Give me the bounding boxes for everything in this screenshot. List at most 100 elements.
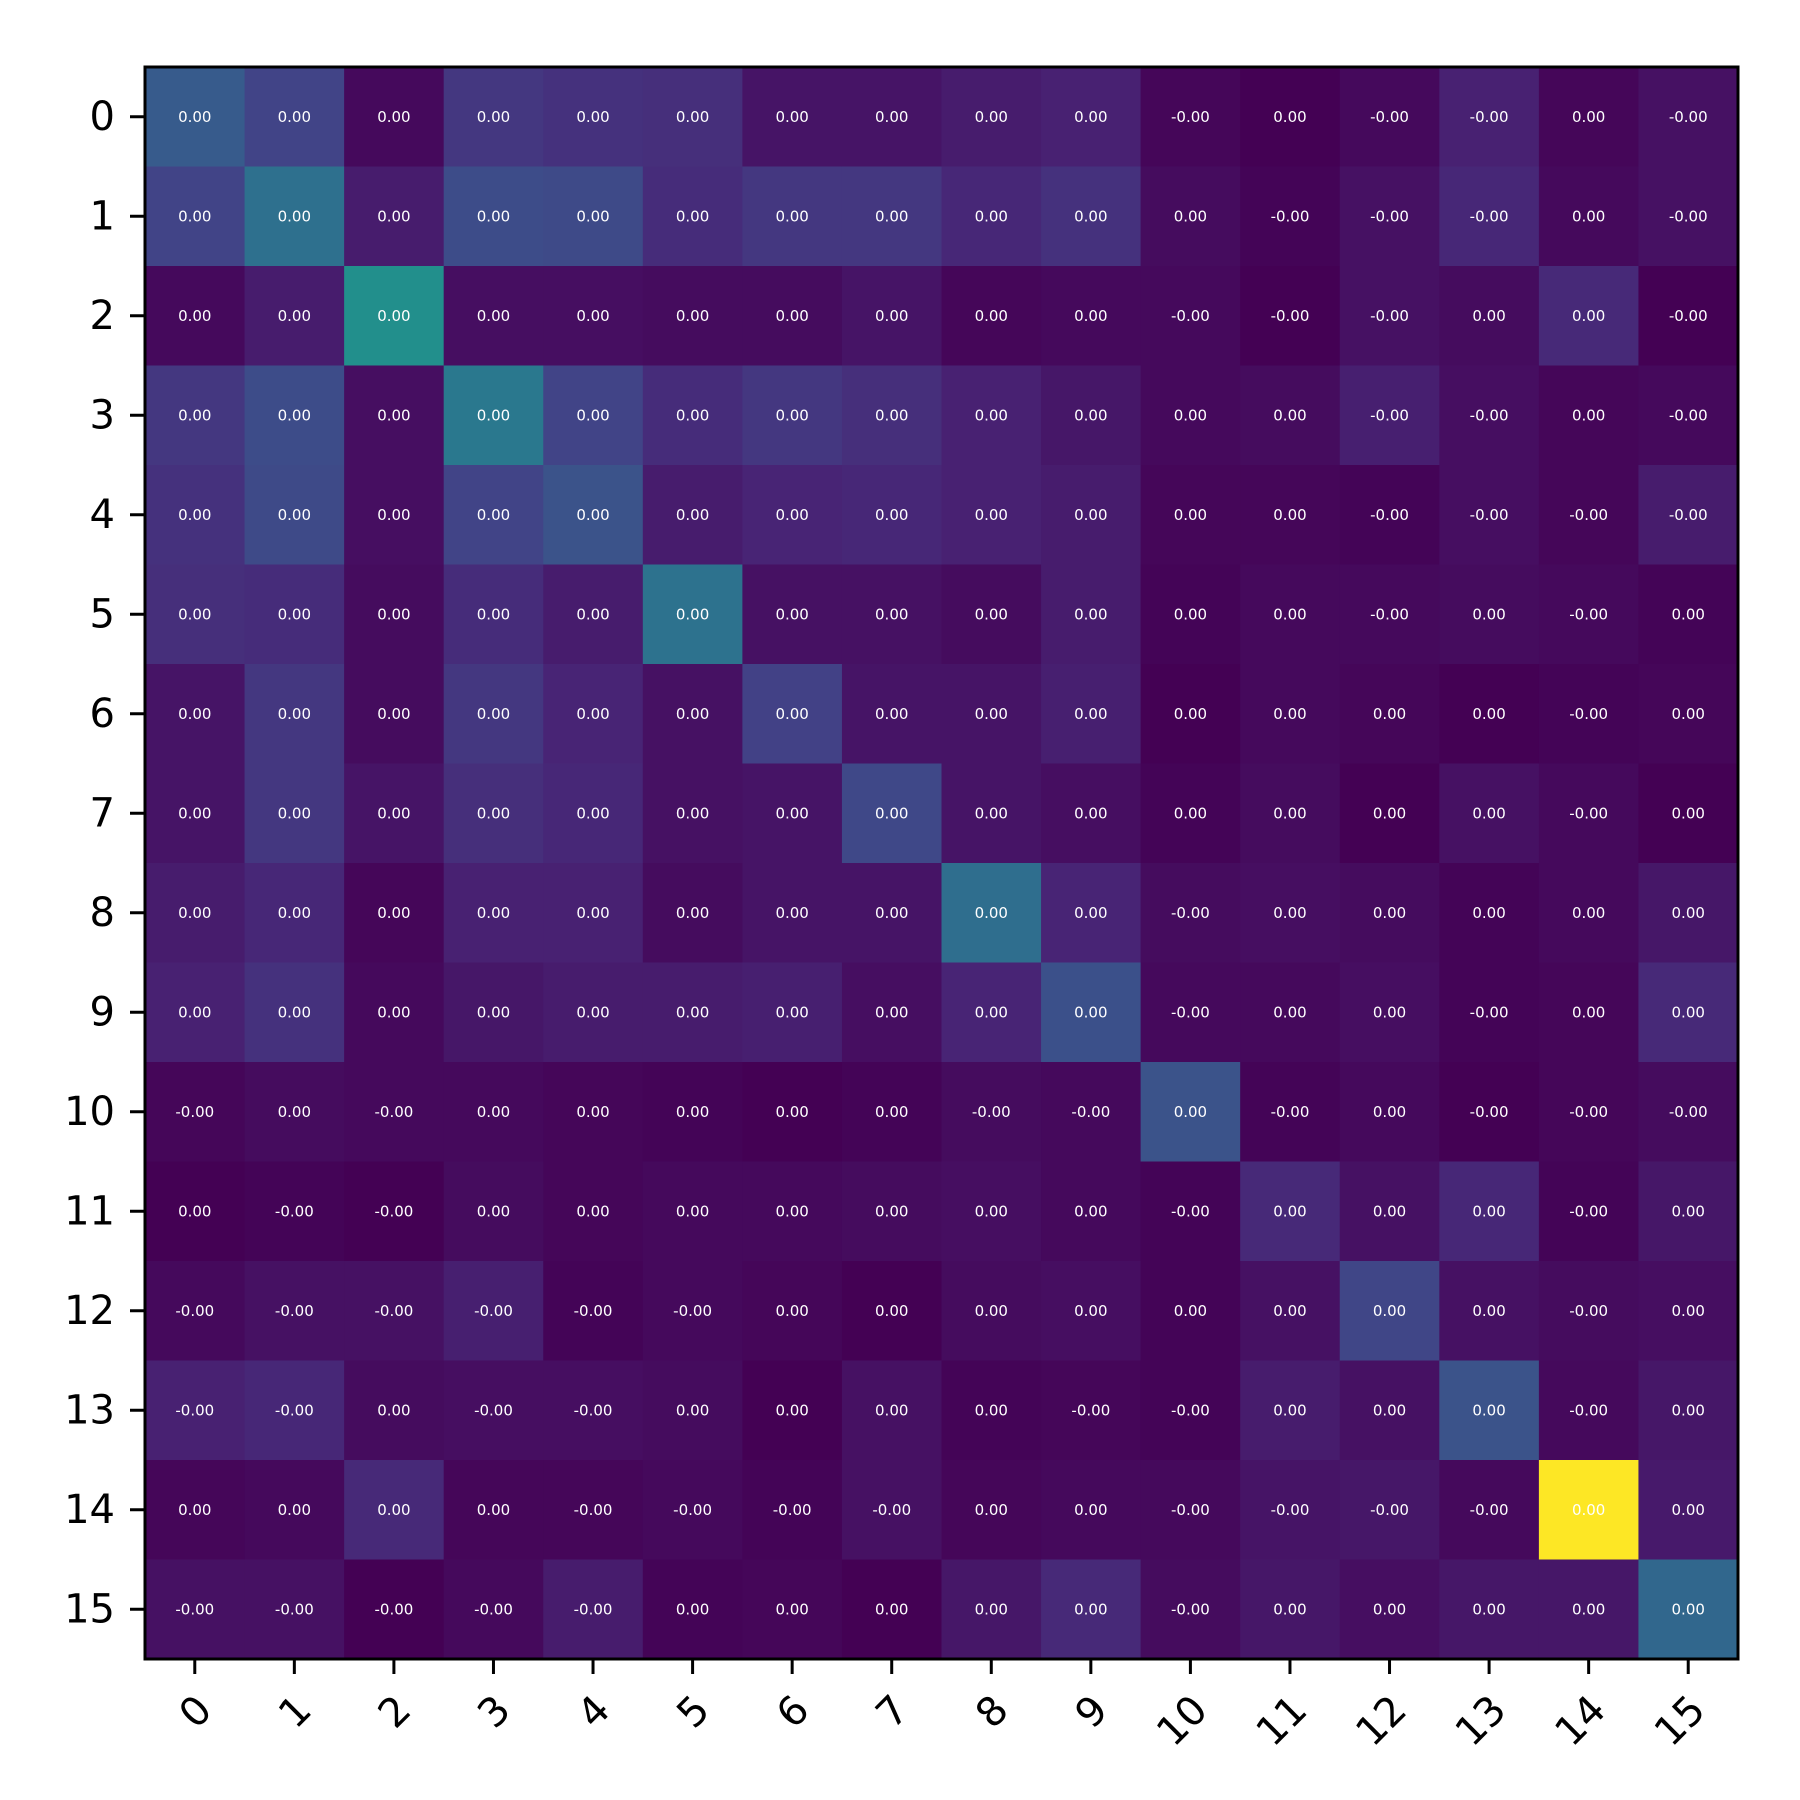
heatmap-cell — [145, 1360, 246, 1461]
cell-value-label: 0.00 — [975, 904, 1008, 922]
cell-value-label: 0.00 — [1572, 108, 1605, 126]
cell-value-label: 0.00 — [278, 605, 311, 623]
heatmap-cell — [941, 465, 1042, 566]
cell-value-label: -0.00 — [1370, 605, 1409, 623]
x-tick-label: 6 — [768, 1687, 819, 1738]
heatmap-cell — [145, 67, 246, 168]
heatmap-cell — [841, 763, 943, 864]
cell-value-label: 0.00 — [775, 804, 808, 822]
heatmap-cell — [1638, 564, 1739, 665]
cell-value-label: 0.00 — [377, 307, 410, 325]
cell-value-label: 0.00 — [377, 904, 410, 922]
cell-value-label: 0.00 — [278, 804, 311, 822]
cell-value-label: 0.00 — [1273, 506, 1306, 524]
cell-value-label: 0.00 — [278, 705, 311, 723]
heatmap-cell — [244, 67, 345, 168]
cell-value-label: 0.00 — [1174, 1302, 1207, 1320]
heatmap-cell — [1140, 962, 1241, 1063]
cell-value-label: 0.00 — [1472, 605, 1505, 623]
heatmap-cell — [1339, 1559, 1440, 1660]
cell-value-label: -0.00 — [1271, 1103, 1310, 1121]
cell-value-label: 0.00 — [1273, 804, 1306, 822]
heatmap-cell — [1638, 1062, 1739, 1163]
heatmap-cell — [1041, 863, 1142, 964]
heatmap-cell — [1339, 465, 1440, 566]
heatmap-cell — [244, 664, 345, 765]
cell-value-label: -0.00 — [1171, 307, 1210, 325]
cell-value-label: 0.00 — [576, 207, 609, 225]
heatmap-cell — [443, 1062, 544, 1163]
heatmap-cell — [543, 1062, 644, 1163]
heatmap-cell — [244, 1460, 345, 1561]
heatmap-cell — [841, 166, 943, 267]
cell-value-label: -0.00 — [1669, 108, 1708, 126]
heatmap-cell — [443, 1261, 544, 1362]
heatmap-cell — [344, 1261, 445, 1362]
heatmap-cell — [1140, 763, 1241, 864]
heatmap-cell — [642, 1261, 743, 1362]
cell-value-label: 0.00 — [975, 207, 1008, 225]
heatmap-cell — [344, 465, 445, 566]
cell-value-label: 0.00 — [477, 307, 510, 325]
heatmap-cell — [443, 564, 544, 665]
cell-value-label: 0.00 — [576, 406, 609, 424]
cell-value-label: -0.00 — [1271, 307, 1310, 325]
cell-value-label: 0.00 — [178, 705, 211, 723]
y-tick-label: 2 — [90, 293, 115, 339]
cell-value-label: -0.00 — [1569, 1401, 1608, 1419]
heatmap-cell — [1638, 863, 1739, 964]
heatmap-cell — [543, 763, 644, 864]
cell-value-label: 0.00 — [1174, 705, 1207, 723]
cell-value-label: 0.00 — [1572, 1003, 1605, 1021]
cell-value-label: 0.00 — [875, 1003, 908, 1021]
cell-value-label: 0.00 — [1373, 904, 1406, 922]
cell-value-label: -0.00 — [1669, 1103, 1708, 1121]
cell-value-label: 0.00 — [676, 804, 709, 822]
cell-value-label: 0.00 — [676, 108, 709, 126]
heatmap-cell — [1339, 1261, 1440, 1362]
heatmap-cell — [1140, 67, 1241, 168]
heatmap-cell — [443, 67, 544, 168]
cell-value-label: 0.00 — [477, 207, 510, 225]
heatmap-cell — [244, 1161, 345, 1262]
cell-value-label: -0.00 — [474, 1302, 513, 1320]
cell-value-label: 0.00 — [975, 506, 1008, 524]
heatmap-cell — [1538, 67, 1640, 168]
heatmap-cell — [443, 863, 544, 964]
cell-value-label: -0.00 — [1171, 1202, 1210, 1220]
cell-value-label: -0.00 — [175, 1401, 214, 1419]
heatmap-cell — [145, 465, 246, 566]
cell-value-label: -0.00 — [1569, 1302, 1608, 1320]
heatmap-cell — [1240, 863, 1341, 964]
cell-value-label: 0.00 — [676, 207, 709, 225]
heatmap-cell — [841, 1161, 943, 1262]
cell-value-label: -0.00 — [1271, 207, 1310, 225]
heatmap-cell — [1140, 1460, 1241, 1561]
x-tick-label: 7 — [867, 1687, 918, 1738]
heatmap-cell — [642, 266, 743, 367]
heatmap-cell — [543, 365, 644, 466]
heatmap-cell — [642, 1460, 743, 1561]
heatmap-cell — [941, 763, 1042, 864]
cell-value-label: 0.00 — [377, 705, 410, 723]
cell-value-label: 0.00 — [377, 108, 410, 126]
y-tick-label: 15 — [64, 1586, 115, 1632]
cell-value-label: 0.00 — [1074, 1501, 1107, 1519]
cell-value-label: 0.00 — [875, 1600, 908, 1618]
cell-value-label: 0.00 — [1273, 904, 1306, 922]
heatmap-cell — [1439, 962, 1540, 1063]
cell-value-label: 0.00 — [1472, 904, 1505, 922]
cell-value-label: -0.00 — [972, 1103, 1011, 1121]
cell-value-label: 0.00 — [775, 207, 808, 225]
heatmap-cell — [1140, 166, 1241, 267]
cell-value-label: -0.00 — [1669, 307, 1708, 325]
heatmap-cell — [742, 664, 843, 765]
heatmap-cell — [642, 962, 743, 1063]
x-tick-label: 8 — [967, 1687, 1018, 1738]
cell-value-label: 0.00 — [775, 1202, 808, 1220]
heatmap-cell — [941, 863, 1042, 964]
heatmap-cell — [543, 266, 644, 367]
cell-value-label: -0.00 — [574, 1600, 613, 1618]
heatmap-cell — [344, 1161, 445, 1262]
